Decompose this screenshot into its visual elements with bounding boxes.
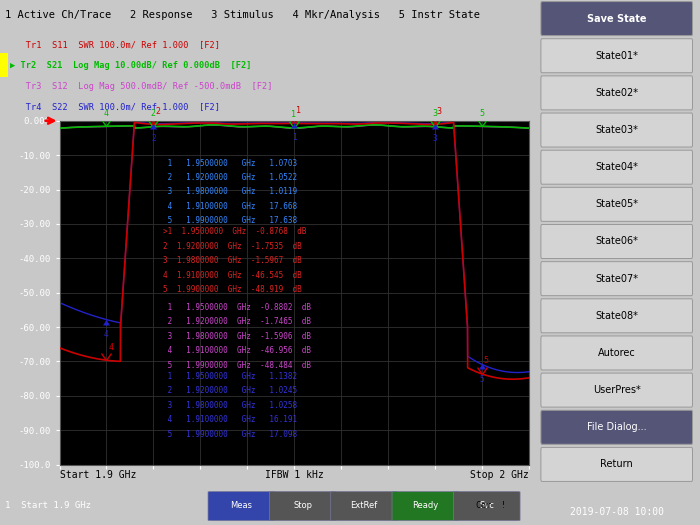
- Text: 1 Active Ch/Trace   2 Response   3 Stimulus   4 Mkr/Analysis   5 Instr State: 1 Active Ch/Trace 2 Response 3 Stimulus …: [6, 10, 480, 20]
- Text: 2: 2: [155, 107, 160, 116]
- Text: Cor  !: Cor !: [476, 501, 505, 510]
- FancyBboxPatch shape: [208, 491, 274, 521]
- FancyBboxPatch shape: [541, 447, 692, 481]
- FancyBboxPatch shape: [541, 2, 692, 36]
- FancyBboxPatch shape: [541, 187, 692, 222]
- FancyBboxPatch shape: [392, 491, 459, 521]
- Text: 3: 3: [432, 109, 438, 118]
- FancyBboxPatch shape: [541, 410, 692, 444]
- Text: 4   1.9100000  GHz  -46.956  dB: 4 1.9100000 GHz -46.956 dB: [162, 346, 311, 355]
- Text: 4  1.9100000  GHz  -46.545  dB: 4 1.9100000 GHz -46.545 dB: [162, 271, 302, 280]
- FancyBboxPatch shape: [270, 491, 336, 521]
- Text: 3   1.9800000   GHz   1.0119: 3 1.9800000 GHz 1.0119: [162, 187, 297, 196]
- FancyBboxPatch shape: [541, 299, 692, 333]
- FancyBboxPatch shape: [541, 39, 692, 73]
- FancyBboxPatch shape: [541, 225, 692, 258]
- Text: 4: 4: [104, 330, 108, 339]
- FancyBboxPatch shape: [541, 373, 692, 407]
- Text: Tr4  S22  SWR 100.0m/ Ref 1.000  [F2]: Tr4 S22 SWR 100.0m/ Ref 1.000 [F2]: [10, 102, 220, 111]
- Text: 3: 3: [433, 134, 437, 143]
- Text: 3  1.9800000  GHz  -1.5967  dB: 3 1.9800000 GHz -1.5967 dB: [162, 256, 302, 265]
- Text: 2   1.9200000  GHz  -1.7465  dB: 2 1.9200000 GHz -1.7465 dB: [162, 318, 311, 327]
- Text: Save State: Save State: [587, 14, 647, 24]
- Text: 1   1.9500000   GHz   1.0703: 1 1.9500000 GHz 1.0703: [162, 159, 297, 167]
- Text: 2: 2: [150, 109, 156, 118]
- Text: 3: 3: [437, 107, 442, 116]
- Text: State02*: State02*: [595, 88, 638, 98]
- Text: ExtRef: ExtRef: [351, 501, 378, 510]
- Text: 3   1.9800000  GHz  -1.5906  dB: 3 1.9800000 GHz -1.5906 dB: [162, 332, 311, 341]
- FancyBboxPatch shape: [541, 76, 692, 110]
- Text: 2   1.9200000   GHz   1.0522: 2 1.9200000 GHz 1.0522: [162, 173, 297, 182]
- Text: 5: 5: [484, 356, 489, 365]
- Text: Ready: Ready: [412, 501, 438, 510]
- Text: State07*: State07*: [595, 274, 638, 284]
- Text: 2  1.9200000  GHz  -1.7535  dB: 2 1.9200000 GHz -1.7535 dB: [162, 242, 302, 251]
- Text: 3   1.9800000   GHz   1.0258: 3 1.9800000 GHz 1.0258: [162, 401, 297, 410]
- FancyBboxPatch shape: [454, 491, 520, 521]
- Text: 5   1.9900000   GHz   17.638: 5 1.9900000 GHz 17.638: [162, 216, 297, 225]
- Text: 4: 4: [104, 109, 109, 118]
- Text: 4   1.9100000   GHz   16.191: 4 1.9100000 GHz 16.191: [162, 415, 297, 424]
- Text: 2   1.9200000   GHz   1.0245: 2 1.9200000 GHz 1.0245: [162, 386, 297, 395]
- Text: UserPres*: UserPres*: [593, 385, 640, 395]
- Text: Tr1  S11  SWR 100.0m/ Ref 1.000  [F2]: Tr1 S11 SWR 100.0m/ Ref 1.000 [F2]: [10, 40, 220, 49]
- FancyBboxPatch shape: [541, 150, 692, 184]
- Text: 5  1.9900000  GHz  -48.919  dB: 5 1.9900000 GHz -48.919 dB: [162, 285, 302, 294]
- Text: 5: 5: [480, 374, 484, 384]
- Text: 2: 2: [151, 134, 155, 143]
- Text: Svc: Svc: [480, 501, 494, 510]
- Text: Stop 2 GHz: Stop 2 GHz: [470, 470, 528, 480]
- Text: State04*: State04*: [595, 162, 638, 172]
- FancyBboxPatch shape: [541, 261, 692, 296]
- Text: State01*: State01*: [595, 51, 638, 61]
- Text: Meas: Meas: [230, 501, 253, 510]
- Text: State06*: State06*: [595, 236, 638, 247]
- Text: State08*: State08*: [595, 311, 638, 321]
- Text: 1  Start 1.9 GHz: 1 Start 1.9 GHz: [6, 501, 91, 510]
- Text: 4: 4: [108, 343, 113, 352]
- Text: >1  1.9500000  GHz  -0.8768  dB: >1 1.9500000 GHz -0.8768 dB: [162, 227, 306, 236]
- Text: 1: 1: [296, 106, 301, 114]
- Text: 1   1.9500000   GHz   1.1382: 1 1.9500000 GHz 1.1382: [162, 372, 297, 381]
- Text: Tr3  S12  Log Mag 500.0mdB/ Ref -500.0mdB  [F2]: Tr3 S12 Log Mag 500.0mdB/ Ref -500.0mdB …: [10, 81, 272, 91]
- Text: Start 1.9 GHz: Start 1.9 GHz: [60, 470, 136, 480]
- FancyBboxPatch shape: [330, 491, 398, 521]
- Text: 2019-07-08 10:00: 2019-07-08 10:00: [570, 507, 664, 517]
- Text: State05*: State05*: [595, 200, 638, 209]
- Text: 5   1.9900000   GHz   17.098: 5 1.9900000 GHz 17.098: [162, 429, 297, 438]
- Text: 5   1.9900000  GHz  -48.484  dB: 5 1.9900000 GHz -48.484 dB: [162, 361, 311, 370]
- Text: Autorec: Autorec: [598, 348, 636, 358]
- Text: IFBW 1 kHz: IFBW 1 kHz: [265, 470, 323, 480]
- Text: 1: 1: [291, 110, 297, 119]
- Text: 1: 1: [292, 133, 296, 142]
- Text: State03*: State03*: [595, 125, 638, 135]
- Text: Return: Return: [601, 459, 633, 469]
- Text: ▶ Tr2  S21  Log Mag 10.00dB/ Ref 0.000dB  [F2]: ▶ Tr2 S21 Log Mag 10.00dB/ Ref 0.000dB […: [10, 61, 251, 70]
- Text: 1   1.9500000  GHz  -0.8802  dB: 1 1.9500000 GHz -0.8802 dB: [162, 303, 311, 312]
- FancyBboxPatch shape: [541, 336, 692, 370]
- Text: Stop: Stop: [293, 501, 312, 510]
- Bar: [0, 53, 8, 77]
- Text: File Dialog...: File Dialog...: [587, 422, 647, 432]
- FancyBboxPatch shape: [541, 113, 692, 147]
- Text: 5: 5: [479, 109, 484, 118]
- Text: 4   1.9100000   GHz   17.668: 4 1.9100000 GHz 17.668: [162, 202, 297, 211]
